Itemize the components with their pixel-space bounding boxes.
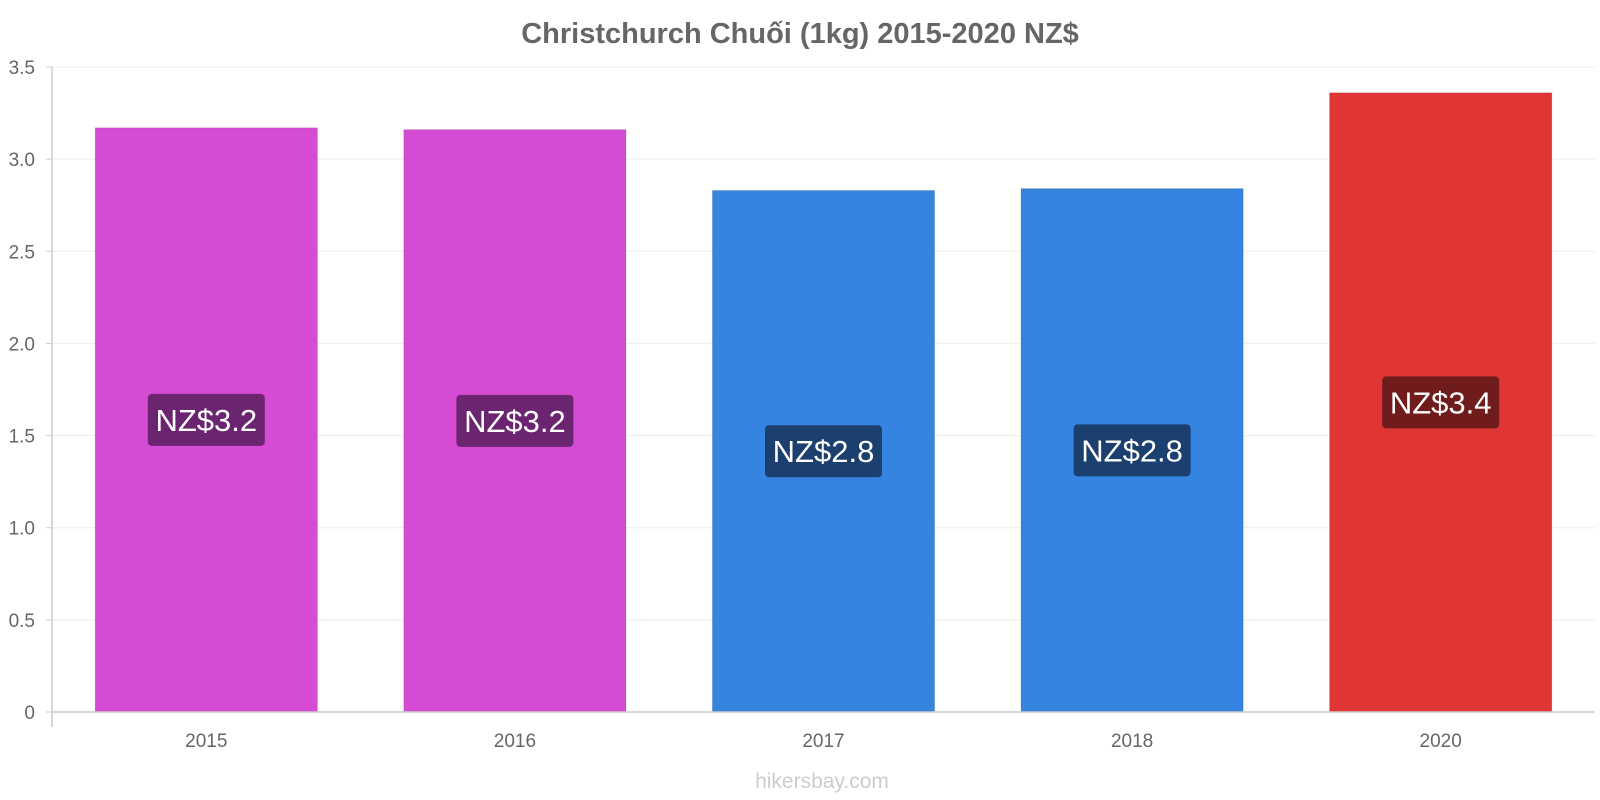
data-label-background [456, 394, 574, 447]
y-tick-label: 2.0 [9, 334, 35, 355]
y-tick-label: 1.0 [9, 519, 35, 540]
y-tick-label: 0.5 [9, 611, 35, 632]
data-label-2020: NZ$3.4 [1382, 376, 1500, 429]
data-label-text: NZ$3.2 [155, 403, 257, 438]
y-tick-label: 3.5 [9, 58, 35, 79]
x-tick-label: 2016 [494, 731, 536, 752]
data-label-text: NZ$3.4 [1390, 385, 1492, 420]
x-tick-label: 2017 [802, 731, 844, 752]
data-label-background [765, 425, 882, 478]
data-label-background [147, 393, 265, 446]
y-tick-label: 1.5 [9, 427, 35, 448]
data-label-2016: NZ$3.2 [456, 394, 574, 447]
watermark: hikersbay.com [755, 770, 889, 793]
x-tick-label: 2020 [1420, 731, 1462, 752]
axes: 0 0.5 1.0 1.5 2.0 2.5 3.0 3.5 2015 2016 2017 2018 20… [9, 58, 1595, 752]
chart-title: Christchurch Chuối (1kg) 2015-2020 NZ$ [521, 18, 1079, 50]
data-label-background [1382, 376, 1500, 429]
data-label-text: NZ$3.2 [464, 404, 566, 439]
x-tick-label: 2018 [1111, 731, 1153, 752]
bars [94, 92, 1553, 713]
y-tick-label: 2.5 [9, 242, 35, 263]
data-label-2017: NZ$2.8 [765, 425, 882, 478]
data-label-2015: NZ$3.2 [147, 393, 265, 446]
data-labels: NZ$3.2 NZ$3.2 NZ$2.8 NZ$2.8 NZ$3.4 [147, 376, 1500, 478]
data-label-text: NZ$2.8 [1081, 433, 1183, 468]
x-tick-label: 2015 [185, 731, 227, 752]
data-label-background [1073, 424, 1191, 477]
y-tick-label: 0 [24, 703, 35, 724]
data-label-text: NZ$2.8 [773, 434, 875, 469]
y-tick-label: 3.0 [9, 150, 35, 171]
data-label-2018: NZ$2.8 [1073, 424, 1191, 477]
